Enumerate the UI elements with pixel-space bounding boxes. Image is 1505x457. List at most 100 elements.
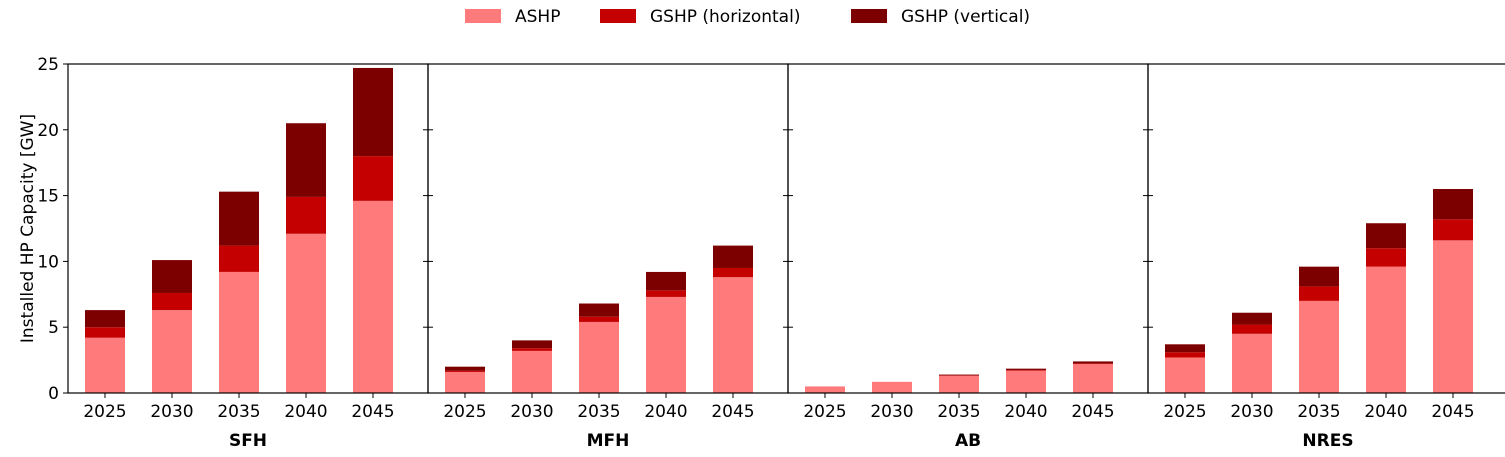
panel-nres: 2025 2030 2035 2040 2045 NRES <box>1143 63 1505 451</box>
bar-segment <box>512 340 552 349</box>
bar-segment <box>1006 369 1046 371</box>
bar-segment <box>1073 361 1113 364</box>
bar-segment <box>1232 324 1272 334</box>
x-tick-label: 2035 <box>1297 402 1340 422</box>
bar-segment <box>713 277 753 393</box>
bar-segment <box>1433 189 1473 220</box>
bar-segment <box>579 316 619 322</box>
x-tick-label: 2030 <box>150 402 193 422</box>
bar-segment <box>646 296 686 393</box>
x-tick-label: 2030 <box>1230 402 1273 422</box>
bar-segment <box>512 348 552 351</box>
x-tick-label: 2025 <box>1163 402 1206 422</box>
legend-label: GSHP (horizontal) <box>650 7 800 27</box>
bar-segment <box>219 271 259 393</box>
y-tick-label: 0 <box>48 384 59 404</box>
panel-title: AB <box>955 431 981 451</box>
bar-segment <box>85 337 125 393</box>
bar-segment <box>1299 266 1339 287</box>
legend-swatch <box>465 9 501 23</box>
bar-segment <box>85 327 125 338</box>
x-tick-label: 2045 <box>351 402 394 422</box>
bar-segment <box>152 292 192 311</box>
x-tick-label: 2040 <box>644 402 687 422</box>
panel-ab: 2025 2030 2035 2040 2045 AB <box>783 63 1153 451</box>
legend-label: GSHP (vertical) <box>901 7 1030 27</box>
bar-segment <box>713 245 753 268</box>
bar-segment <box>512 350 552 393</box>
bar-segment <box>579 303 619 317</box>
x-tick-label: 2040 <box>1364 402 1407 422</box>
bar-segment <box>445 371 485 393</box>
panel-mfh: 2025 2030 2035 2040 2045 MFH <box>423 63 793 451</box>
bar-segment <box>1006 370 1046 393</box>
bar-segment <box>353 67 393 157</box>
bar-segment <box>579 321 619 393</box>
x-tick-label: 2025 <box>83 402 126 422</box>
panel-title: MFH <box>587 431 630 451</box>
bar-segment <box>1165 357 1205 393</box>
x-tick-label: 2045 <box>1071 402 1114 422</box>
y-tick-label: 20 <box>37 121 59 141</box>
bar-segment <box>152 310 192 393</box>
x-tick-label: 2045 <box>1431 402 1474 422</box>
y-axis-label: Installed HP Capacity [GW] <box>18 114 38 343</box>
bar-segment <box>286 196 326 234</box>
bar-segment <box>1299 286 1339 301</box>
x-tick-label: 2035 <box>937 402 980 422</box>
bar-segment <box>872 381 912 393</box>
bar-segment <box>445 370 485 372</box>
bar-segment <box>1232 312 1272 325</box>
bar-segment <box>1366 266 1406 393</box>
y-tick-label: 10 <box>37 252 59 272</box>
bar-segment <box>646 290 686 297</box>
x-tick-label: 2030 <box>510 402 553 422</box>
bar-segment <box>1165 352 1205 358</box>
x-tick-label: 2030 <box>870 402 913 422</box>
bar-segment <box>1366 248 1406 267</box>
x-tick-label: 2040 <box>1004 402 1047 422</box>
bar-segment <box>286 233 326 393</box>
bar-segment <box>1366 223 1406 249</box>
bar-segment <box>1433 219 1473 241</box>
y-tick-label: 5 <box>48 318 59 338</box>
bar-segment <box>353 200 393 393</box>
bar-segment <box>286 123 326 197</box>
x-tick-label: 2040 <box>284 402 327 422</box>
bar-segment <box>1232 333 1272 393</box>
panel-title: SFH <box>229 431 267 451</box>
bar-segment <box>939 375 979 376</box>
panel-title: NRES <box>1302 431 1353 451</box>
bar-segment <box>1006 368 1046 370</box>
bar-segment <box>353 156 393 201</box>
bar-segment <box>1433 240 1473 393</box>
bar-segment <box>1299 300 1339 393</box>
x-tick-label: 2025 <box>443 402 486 422</box>
bar-segment <box>219 191 259 246</box>
bar-segment <box>805 386 845 393</box>
bar-segment <box>219 245 259 272</box>
legend-label: ASHP <box>515 7 560 27</box>
x-tick-label: 2035 <box>577 402 620 422</box>
bar-segment <box>939 375 979 393</box>
x-tick-label: 2045 <box>711 402 754 422</box>
bar-segment <box>1073 363 1113 365</box>
bar-segment <box>1073 364 1113 393</box>
bar-segment <box>152 260 192 293</box>
bar-segment <box>713 267 753 278</box>
panel-frame <box>1147 63 1505 394</box>
bar-segment <box>1165 344 1205 353</box>
x-tick-label: 2025 <box>803 402 846 422</box>
legend-swatch <box>851 9 887 23</box>
bar-segment <box>445 366 485 371</box>
y-tick-label: 25 <box>37 55 59 75</box>
chart-legend: ASHP GSHP (horizontal) GSHP (vertical) <box>465 7 1030 27</box>
legend-swatch <box>600 9 636 23</box>
panel-frame <box>787 63 1149 394</box>
bar-segment <box>646 271 686 291</box>
bar-segment <box>939 374 979 376</box>
bar-segment <box>85 310 125 328</box>
